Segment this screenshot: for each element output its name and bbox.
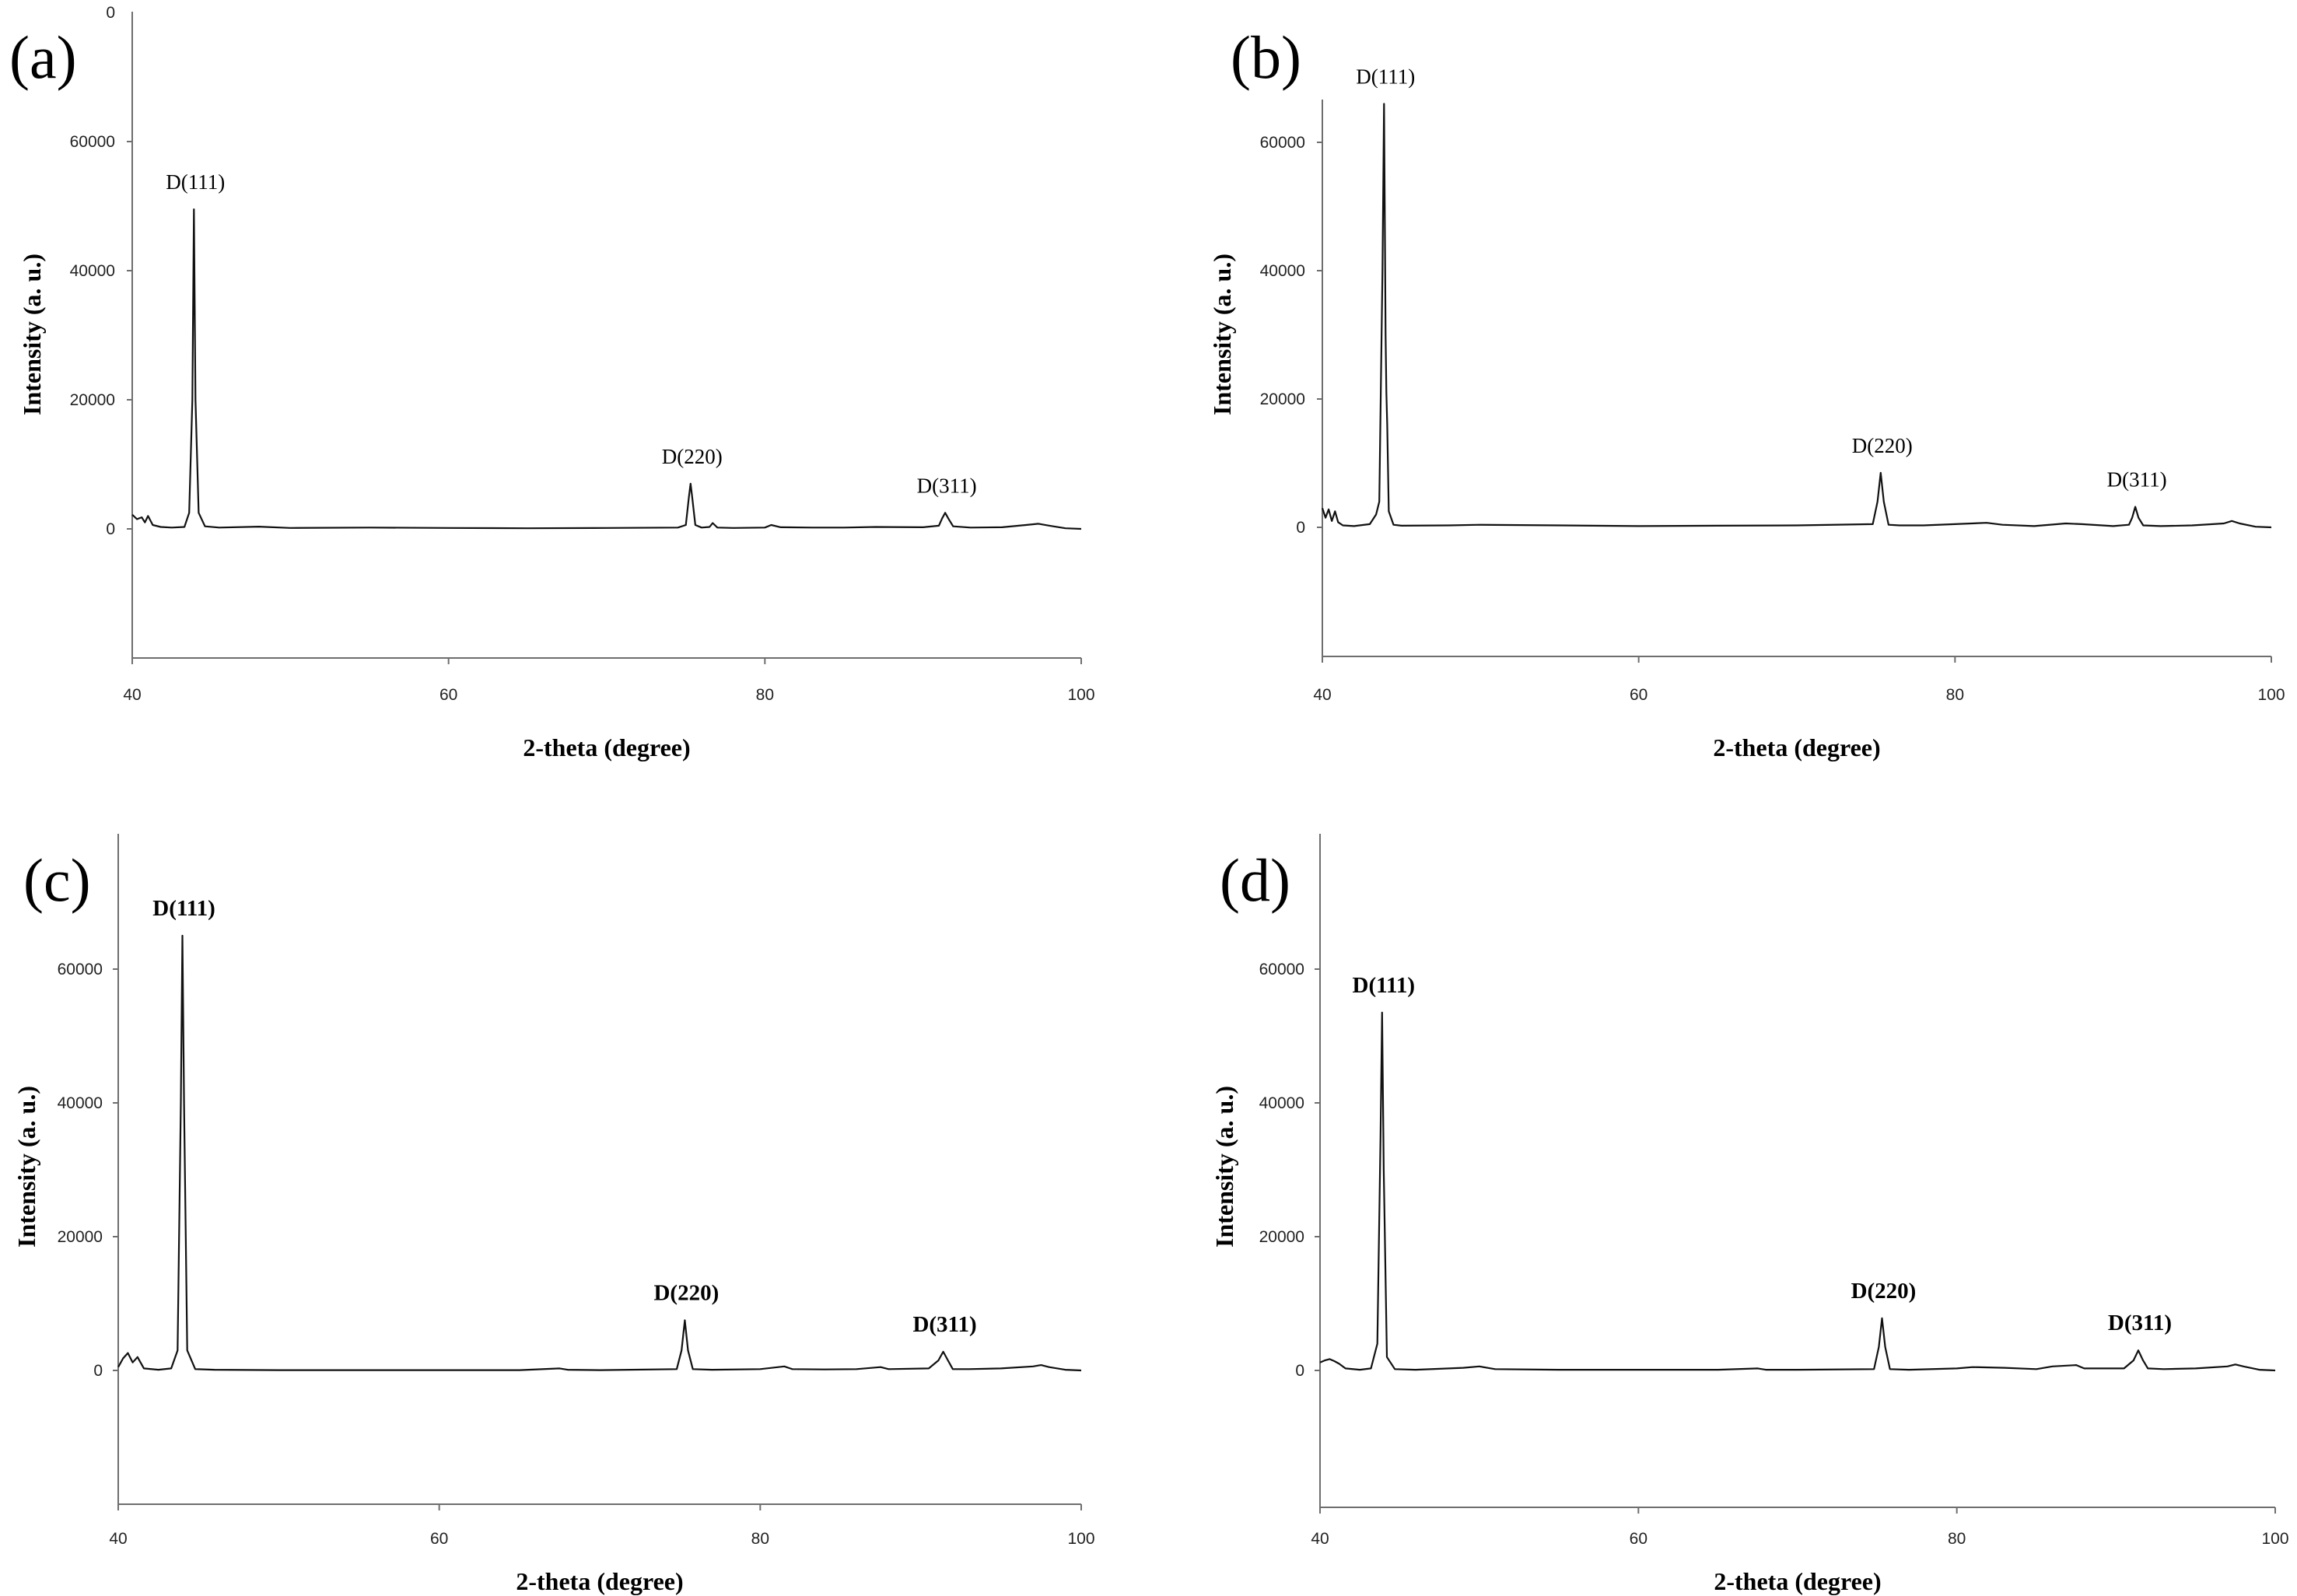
y-tick-label-partial: 0 xyxy=(106,4,115,22)
x-tick-label: 80 xyxy=(1946,686,1964,704)
xrd-pattern-line xyxy=(1319,1011,2276,1372)
peak-label: D(311) xyxy=(2108,1311,2172,1335)
peak-label: D(220) xyxy=(653,1281,719,1306)
y-tick-label: 0 xyxy=(1295,1362,1304,1380)
peak-label: D(111) xyxy=(1353,973,1416,998)
x-tick-label: 80 xyxy=(1948,1530,1966,1548)
y-tick-label: 60000 xyxy=(70,133,115,151)
y-tick-label: 20000 xyxy=(1260,390,1305,408)
x-tick-label: 100 xyxy=(2257,686,2285,704)
x-axis-label: 2-theta (degree) xyxy=(1714,1567,1881,1595)
y-axis-label: Intensity (a. u.) xyxy=(12,1086,40,1248)
x-tick-label: 40 xyxy=(109,1530,127,1548)
x-axis-label: 2-theta (degree) xyxy=(523,733,690,761)
xrd-pattern-line xyxy=(1321,103,2272,529)
y-tick-label: 60000 xyxy=(1260,134,1305,152)
x-tick-label: 60 xyxy=(1630,1530,1647,1548)
y-axis-label: Intensity (a. u.) xyxy=(1208,254,1236,415)
peak-label: D(220) xyxy=(1852,434,1913,457)
x-tick-label: 100 xyxy=(1067,1530,1094,1548)
chart-panel-c: (c) 40 60 80 100 0 20000 40000 60000 2-theta (deg… xyxy=(12,834,1095,1595)
chart-panel-a: (a) 40 60 80 100 0 20000 40000 60000 0 2-theta (de… xyxy=(9,4,1095,761)
panel-label: (c) xyxy=(23,846,91,914)
x-tick-label: 40 xyxy=(1313,686,1331,704)
x-tick-label: 60 xyxy=(1630,686,1647,704)
panel-label: (d) xyxy=(1220,846,1290,914)
x-tick-label: 80 xyxy=(756,686,774,704)
chart-panel-b: (b) 40 60 80 100 0 20000 40000 60000 2-theta (deg… xyxy=(1208,23,2285,761)
x-axis-label: 2-theta (degree) xyxy=(516,1567,683,1595)
x-axis-label: 2-theta (degree) xyxy=(1713,733,1880,761)
y-axis-label: Intensity (a. u.) xyxy=(1210,1086,1238,1248)
chart-panel-d: (d) 40 60 80 100 0 20000 40000 60000 2-theta (deg… xyxy=(1210,834,2289,1595)
peak-label: D(311) xyxy=(917,474,977,497)
x-tick-label: 40 xyxy=(1311,1530,1329,1548)
y-tick-label: 20000 xyxy=(58,1228,103,1246)
peak-label: D(220) xyxy=(662,445,723,468)
peak-label: D(220) xyxy=(1851,1279,1917,1304)
x-tick-label: 100 xyxy=(1067,686,1094,704)
y-tick-label: 40000 xyxy=(1260,262,1305,280)
y-tick-label: 0 xyxy=(1296,519,1305,537)
x-tick-label: 60 xyxy=(430,1530,448,1548)
y-tick-label: 40000 xyxy=(58,1094,103,1112)
y-tick-label: 20000 xyxy=(1259,1228,1304,1246)
peak-label: D(111) xyxy=(152,896,215,921)
y-tick-label: 40000 xyxy=(1259,1094,1304,1112)
y-tick-label: 0 xyxy=(106,520,115,538)
y-tick-label: 20000 xyxy=(70,391,115,409)
x-tick-label: 100 xyxy=(2261,1530,2288,1548)
peak-label: D(311) xyxy=(912,1312,976,1337)
panel-label: (b) xyxy=(1231,23,1301,91)
x-tick-label: 60 xyxy=(439,686,457,704)
y-tick-label: 60000 xyxy=(58,961,103,978)
y-axis-label: Intensity (a. u.) xyxy=(18,254,46,415)
y-tick-label: 40000 xyxy=(70,262,115,280)
peak-label: D(111) xyxy=(1356,65,1415,89)
peak-label: D(111) xyxy=(166,170,225,194)
x-tick-label: 80 xyxy=(751,1530,769,1548)
x-tick-label: 40 xyxy=(123,686,141,704)
panel-label: (a) xyxy=(9,23,77,91)
y-tick-label: 60000 xyxy=(1259,961,1304,978)
y-tick-label: 0 xyxy=(93,1362,103,1380)
xrd-pattern-line xyxy=(117,934,1082,1372)
xrd-pattern-line xyxy=(131,208,1082,530)
peak-label: D(311) xyxy=(2107,468,2167,492)
